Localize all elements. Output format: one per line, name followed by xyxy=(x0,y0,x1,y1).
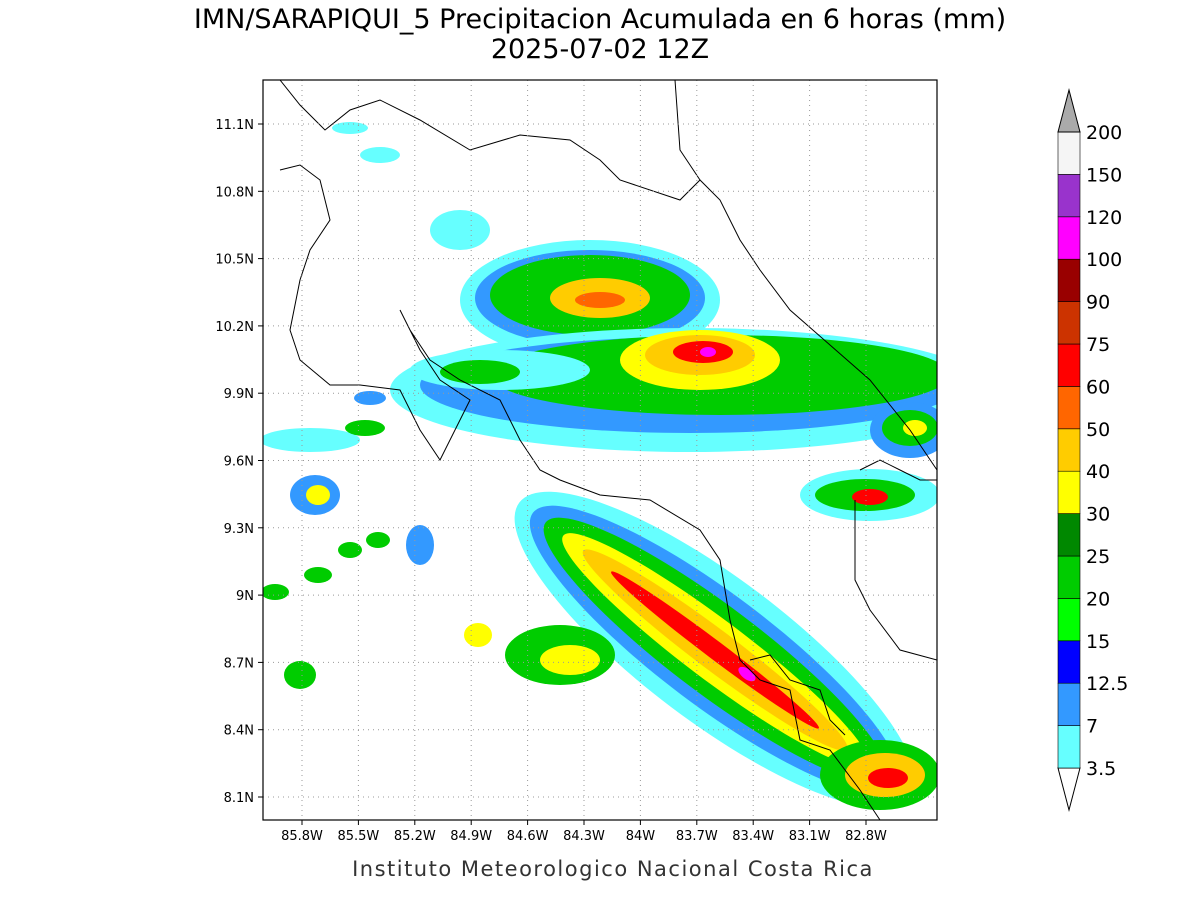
colorbar-box xyxy=(1057,513,1081,557)
colorbar-box xyxy=(1057,386,1081,430)
lon-tick-label: 84W xyxy=(626,829,656,844)
lon-tick-label: 84.3W xyxy=(563,829,605,844)
graticule xyxy=(263,80,937,820)
lat-tick-label: 8.4N xyxy=(224,724,254,739)
lon-tick-label: 85.5W xyxy=(337,829,379,844)
colorbar-label: 200 xyxy=(1086,122,1122,144)
colorbar-box xyxy=(1057,682,1081,726)
colorbar-box xyxy=(1057,555,1081,599)
lat-tick-label: 9.6N xyxy=(224,455,254,470)
lat-tick-label: 9.3N xyxy=(224,522,254,537)
lon-tick-label: 83.7W xyxy=(676,829,718,844)
colorbar-label: 150 xyxy=(1086,164,1122,186)
colorbar-label: 40 xyxy=(1086,461,1110,483)
lat-tick-label: 9.9N xyxy=(224,387,254,402)
colorbar-box xyxy=(1057,640,1081,684)
precipitation-field xyxy=(263,122,937,810)
colorbar-over xyxy=(1057,88,1081,133)
colorbar-label: 30 xyxy=(1086,504,1110,526)
colorbar-label: 50 xyxy=(1086,419,1110,441)
colorbar-box xyxy=(1057,216,1081,260)
colorbar-box xyxy=(1057,598,1081,642)
subtitle: 2025-07-02 12Z xyxy=(491,34,709,65)
lat-tick-label: 10.2N xyxy=(215,320,254,335)
colorbar-label: 12.5 xyxy=(1086,673,1128,695)
lon-tick-label: 85.2W xyxy=(394,829,436,844)
colorbar-box xyxy=(1057,470,1081,514)
colorbar-label: 20 xyxy=(1086,588,1110,610)
lat-tick-label: 8.1N xyxy=(224,791,254,806)
colorbar-box xyxy=(1057,258,1081,302)
map-frame xyxy=(262,79,938,821)
lat-tick-label: 8.7N xyxy=(224,656,254,671)
colorbar-label: 100 xyxy=(1086,249,1122,271)
colorbar: 3.5 7 12.5 15 20 25 30 40 50 60 75 90 100 120 150 200 xyxy=(1057,88,1128,812)
lon-tick-label: 84.6W xyxy=(507,829,549,844)
axis-labels: 11.1N 10.8N 10.5N 10.2N 9.9N 9.6N 9.3N 9N 8.7N 8.… xyxy=(215,118,887,844)
lat-tick-label: 10.5N xyxy=(215,253,254,268)
lon-tick-label: 85.8W xyxy=(281,829,323,844)
lon-tick-label: 84.9W xyxy=(450,829,492,844)
colorbar-label: 75 xyxy=(1086,334,1110,356)
lat-tick-label: 11.1N xyxy=(215,118,254,133)
lat-tick-label: 10.8N xyxy=(215,185,254,200)
colorbar-label: 15 xyxy=(1086,631,1110,653)
lat-tick-label: 9N xyxy=(236,589,254,604)
colorbar-label: 25 xyxy=(1086,546,1110,568)
title: IMN/SARAPIQUI_5 Precipitacion Acumulada … xyxy=(194,4,1006,35)
lon-tick-label: 83.4W xyxy=(732,829,774,844)
colorbar-box xyxy=(1057,428,1081,472)
colorbar-label: 3.5 xyxy=(1086,758,1116,780)
lon-tick-label: 83.1W xyxy=(789,829,831,844)
colorbar-box xyxy=(1057,301,1081,345)
colorbar-box xyxy=(1057,725,1081,769)
colorbar-label: 60 xyxy=(1086,376,1110,398)
lon-tick-label: 82.8W xyxy=(845,829,887,844)
colorbar-box xyxy=(1057,131,1081,175)
colorbar-under xyxy=(1057,767,1081,812)
colorbar-label: 120 xyxy=(1086,207,1122,229)
coastlines xyxy=(279,80,937,820)
colorbar-box xyxy=(1057,174,1081,218)
colorbar-label: 90 xyxy=(1086,292,1110,314)
footer: Instituto Meteorologico Nacional Costa R… xyxy=(352,857,874,881)
colorbar-box xyxy=(1057,343,1081,387)
colorbar-label: 7 xyxy=(1086,716,1098,738)
